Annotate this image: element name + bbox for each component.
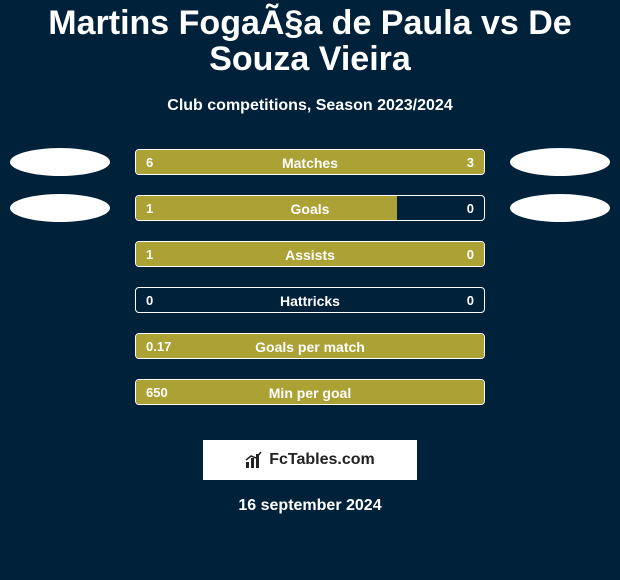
avatar-left (10, 148, 110, 176)
stat-value-left: 0.17 (146, 334, 171, 359)
stat-bar-track: 10Goals (135, 195, 485, 221)
page-title: Martins FogaÃ§a de Paula vs De Souza Vie… (0, 0, 620, 77)
stat-value-right: 0 (467, 196, 474, 221)
footer-badge-text: FcTables.com (269, 451, 375, 469)
stat-value-left: 1 (146, 196, 153, 221)
stat-row: 650Min per goal (0, 369, 620, 415)
chart-icon (245, 451, 263, 469)
stat-bar-track: 63Matches (135, 149, 485, 175)
stat-value-right: 3 (467, 150, 474, 175)
infographic-container: Martins FogaÃ§a de Paula vs De Souza Vie… (0, 0, 620, 580)
stat-value-left: 1 (146, 242, 153, 267)
stat-bar-track: 0 0Hattricks (135, 287, 485, 313)
stat-value-left: 6 (146, 150, 153, 175)
stat-row: 10Goals (0, 185, 620, 231)
stat-bar-left (136, 334, 484, 358)
footer-badge: FcTables.com (202, 439, 418, 481)
subtitle: Club competitions, Season 2023/2024 (0, 97, 620, 115)
stat-bar-track: 10Assists (135, 241, 485, 267)
avatar-left (10, 194, 110, 222)
stat-row: 0 0Hattricks (0, 277, 620, 323)
stat-value-left: 650 (146, 380, 168, 405)
stat-value-left: 0 (146, 288, 153, 313)
stat-value-right: 0 (467, 288, 474, 313)
stat-bar-track: 650Min per goal (135, 379, 485, 405)
stat-row: 10Assists (0, 231, 620, 277)
stat-bar-left (136, 150, 368, 174)
date: 16 september 2024 (0, 497, 620, 515)
stat-row: 0.17Goals per match (0, 323, 620, 369)
stats-rows: 63Matches10Goals10Assists00Hattricks0.17… (0, 139, 620, 415)
stat-value-right: 0 (467, 242, 474, 267)
stat-bar-track: 0.17Goals per match (135, 333, 485, 359)
avatar-right (510, 194, 610, 222)
stat-bar-left (136, 242, 484, 266)
stat-bar-left (136, 380, 484, 404)
stat-label: Hattricks (136, 288, 484, 313)
stat-row: 63Matches (0, 139, 620, 185)
stat-bar-left (136, 196, 397, 220)
avatar-right (510, 148, 610, 176)
